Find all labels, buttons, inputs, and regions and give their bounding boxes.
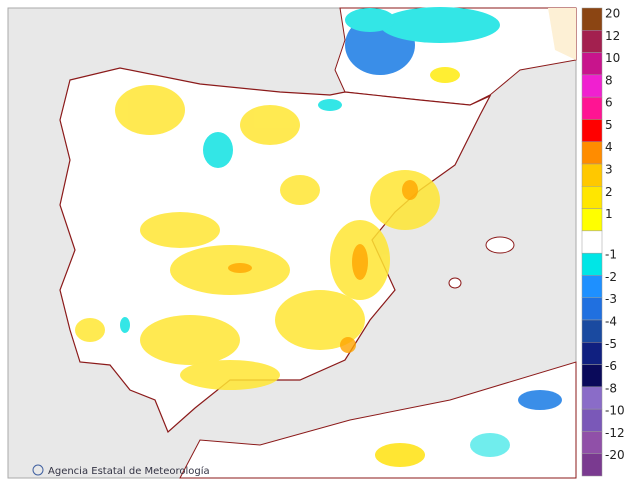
- anomaly: [375, 443, 425, 467]
- legend-label: 10: [605, 51, 620, 65]
- legend-label: -12: [605, 426, 625, 440]
- legend-swatch: [581, 319, 603, 343]
- legend-swatch: [581, 364, 603, 388]
- legend-label: -8: [605, 381, 617, 395]
- legend-swatch: [581, 431, 603, 454]
- anomaly: [470, 433, 510, 457]
- copyright-icon: [32, 464, 44, 476]
- legend-label: 4: [605, 140, 613, 154]
- legend-label: 5: [605, 118, 613, 132]
- legend-swatch: [581, 208, 603, 232]
- legend-swatch: [581, 186, 603, 209]
- anomaly: [345, 8, 395, 32]
- legend-swatch: [581, 163, 603, 187]
- legend-label: -5: [605, 337, 617, 351]
- legend-label: -1: [605, 248, 617, 262]
- legend-swatch: [581, 275, 603, 298]
- anomaly: [518, 390, 562, 410]
- anomaly: [430, 67, 460, 83]
- legend-label: 20: [605, 7, 620, 21]
- legend-label: 2: [605, 185, 613, 199]
- legend-swatch: [581, 141, 603, 165]
- legend-label: 1: [605, 207, 613, 221]
- island: [448, 277, 462, 289]
- legend-swatch: [581, 230, 603, 254]
- legend-swatch: [581, 342, 603, 365]
- legend-swatch: [581, 74, 603, 98]
- anomaly: [380, 7, 500, 43]
- legend-swatch: [581, 408, 603, 432]
- legend-label: -10: [605, 404, 625, 418]
- legend-swatch: [581, 52, 603, 76]
- legend-label: -2: [605, 270, 617, 284]
- legend-swatch: [581, 297, 603, 321]
- legend-label: -20: [605, 448, 625, 462]
- legend-swatch: [581, 453, 603, 477]
- legend-label: -4: [605, 315, 617, 329]
- legend-swatch: [581, 386, 603, 410]
- legend-label: 8: [605, 73, 613, 87]
- anomaly-areas: [120, 99, 342, 333]
- legend-swatch: [581, 7, 603, 31]
- legend-label: 3: [605, 163, 613, 177]
- region: [548, 8, 576, 60]
- legend-swatch: [581, 252, 603, 276]
- legend-label: -3: [605, 292, 617, 306]
- legend-swatch: [581, 30, 603, 53]
- legend-label: 12: [605, 29, 620, 43]
- credit: Agencia Estatal de Meteorología: [48, 465, 210, 477]
- legend-label: -6: [605, 359, 617, 373]
- legend: 20 12 10 8 6 5 4 3 2 1 -1 -2 -3 -4 -5 -6 -8 -10 -12 -20: [581, 7, 625, 477]
- anomaly-areas: [228, 180, 418, 353]
- legend-label: 6: [605, 96, 613, 110]
- legend-swatch: [581, 96, 603, 120]
- legend-swatch: [581, 119, 603, 142]
- island: [485, 236, 515, 254]
